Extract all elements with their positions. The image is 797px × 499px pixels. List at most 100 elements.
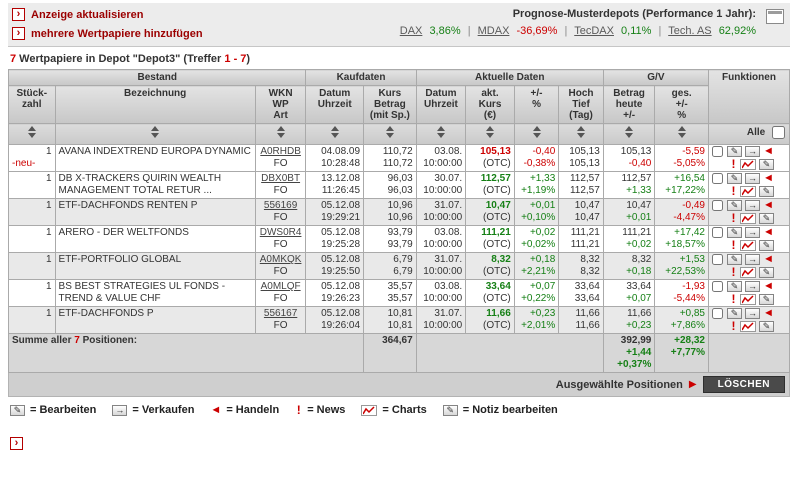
news-icon[interactable]: ! [731,211,736,225]
bearbeiten-icon[interactable]: ✎ [727,308,742,319]
notiz-icon[interactable]: ✎ [759,213,774,224]
bearbeiten-icon[interactable]: ✎ [727,200,742,211]
charts-icon[interactable] [740,186,756,197]
wkn-link[interactable]: A0MKQK [259,254,302,265]
add-securities-link[interactable]: › mehrere Wertpapiere hinzufügen [12,27,203,40]
select-position-checkbox[interactable] [712,281,723,292]
wkn-link[interactable]: 556169 [263,200,298,211]
verkaufen-icon[interactable]: → [745,308,760,319]
sort-icon[interactable] [330,126,339,138]
buy-date-cell: 04.08.09 10:28:48 [305,144,365,172]
notiz-icon[interactable]: ✎ [759,159,774,170]
notiz-icon[interactable]: ✎ [759,186,774,197]
handeln-icon[interactable]: ◄ [763,280,774,292]
charts-icon[interactable] [740,159,756,170]
sort-icon[interactable] [436,126,445,138]
news-icon[interactable]: ! [731,157,736,171]
wkn-link[interactable]: A0MLQF [260,281,301,292]
sort-icon[interactable] [385,126,394,138]
verkaufen-icon[interactable]: → [745,227,760,238]
handeln-icon[interactable]: ◄ [763,199,774,211]
delete-button[interactable]: LÖSCHEN [702,376,785,393]
current-price-cell: 8,32 (OTC) [465,252,515,280]
sort-icon[interactable] [485,126,494,138]
wkn-link[interactable]: 556167 [263,308,298,319]
funktionen-cell: ✎ → ◄ ! ✎ [708,225,790,253]
index-links: DAX 3,86% | MDAX -36,69% | TecDAX 0,11% … [400,25,756,37]
news-icon[interactable]: ! [731,184,736,198]
wkn-cell: A0MKQK FO [254,252,307,280]
news-icon[interactable]: ! [731,319,736,333]
index-link-tecdax[interactable]: TecDAX [574,25,614,37]
news-icon[interactable]: ! [731,292,736,306]
sort-icon[interactable] [532,126,541,138]
column-header-kurs-betrag: Kurs Betrag (mit Sp.) [363,85,417,124]
buy-betrag: 35,57 [387,293,413,304]
bearbeiten-icon[interactable]: ✎ [727,173,742,184]
handeln-icon[interactable]: ◄ [763,145,774,157]
handeln-icon[interactable]: ◄ [763,172,774,184]
wkn-link[interactable]: DBX0BT [261,173,301,184]
handeln-icon[interactable]: ◄ [763,307,774,319]
current-price: 33,64 [485,281,511,292]
charts-icon[interactable] [740,294,756,305]
verkaufen-icon[interactable]: → [745,146,760,157]
low-value: 11,66 [575,320,600,331]
charts-icon[interactable] [740,213,756,224]
sort-icon[interactable] [151,126,160,138]
quantity-value: 1 [45,227,52,238]
select-position-checkbox[interactable] [712,308,723,319]
charts-icon[interactable] [740,321,756,332]
select-position-checkbox[interactable] [712,200,723,211]
select-position-checkbox[interactable] [712,173,723,184]
select-all-checkbox[interactable] [772,126,785,139]
verkaufen-icon[interactable]: → [745,200,760,211]
sort-icon[interactable] [27,126,36,138]
high-low-cell: 8,32 8,32 [558,252,604,280]
verkaufen-icon[interactable]: → [745,281,760,292]
bearbeiten-icon[interactable]: ✎ [727,146,742,157]
notiz-icon[interactable]: ✎ [759,321,774,332]
sort-icon[interactable] [577,126,586,138]
total-change-pct: +18,57% [665,239,705,250]
verkaufen-icon[interactable]: → [745,173,760,184]
popup-window-icon[interactable] [766,9,784,24]
refresh-link[interactable]: › Anzeige aktualisieren [12,8,203,21]
quantity-cell: 1 [8,225,56,253]
handeln-icon[interactable]: ◄ [763,253,774,265]
notiz-icon[interactable]: ✎ [759,267,774,278]
charts-icon[interactable] [740,240,756,251]
bearbeiten-icon[interactable]: ✎ [727,281,742,292]
sort-icon[interactable] [625,126,634,138]
select-position-checkbox[interactable] [712,146,723,157]
total-change-pct: +22,53% [665,266,705,277]
wkn-link[interactable]: A0RHDB [260,146,301,157]
handeln-icon[interactable]: ◄ [763,226,774,238]
index-link-tech-as[interactable]: Tech. AS [668,25,712,37]
current-time: 10:00:00 [423,320,463,331]
refresh-link-label[interactable]: Anzeige aktualisieren [31,8,144,21]
wkn-link[interactable]: DWS0R4 [259,227,302,238]
notiz-icon[interactable]: ✎ [759,294,774,305]
news-icon[interactable]: ! [731,265,736,279]
table-row: 1 BS BEST STRATEGIES UL FONDS - TREND & … [8,279,790,307]
select-position-checkbox[interactable] [712,227,723,238]
notiz-icon[interactable]: ✎ [759,240,774,251]
sort-icon[interactable] [276,126,285,138]
buy-date: 05.12.08 [321,227,361,238]
change-cell: +0,01 +0,10% [513,198,560,226]
select-position-checkbox[interactable] [712,254,723,265]
charts-icon[interactable] [740,267,756,278]
index-link-mdax[interactable]: MDAX [477,25,510,37]
amount-today-cell: 8,32 +0,18 [602,252,656,280]
quantity-cell: 1 -neu- [8,144,56,172]
verkaufen-icon[interactable]: → [745,254,760,265]
bearbeiten-icon[interactable]: ✎ [727,254,742,265]
change-pct: +0,02% [521,239,556,250]
add-securities-link-label[interactable]: mehrere Wertpapiere hinzufügen [31,27,203,40]
change-pct: +0,22% [521,293,556,304]
bearbeiten-icon[interactable]: ✎ [727,227,742,238]
sort-icon[interactable] [677,126,686,138]
news-icon[interactable]: ! [731,238,736,252]
index-link-dax[interactable]: DAX [399,25,423,37]
